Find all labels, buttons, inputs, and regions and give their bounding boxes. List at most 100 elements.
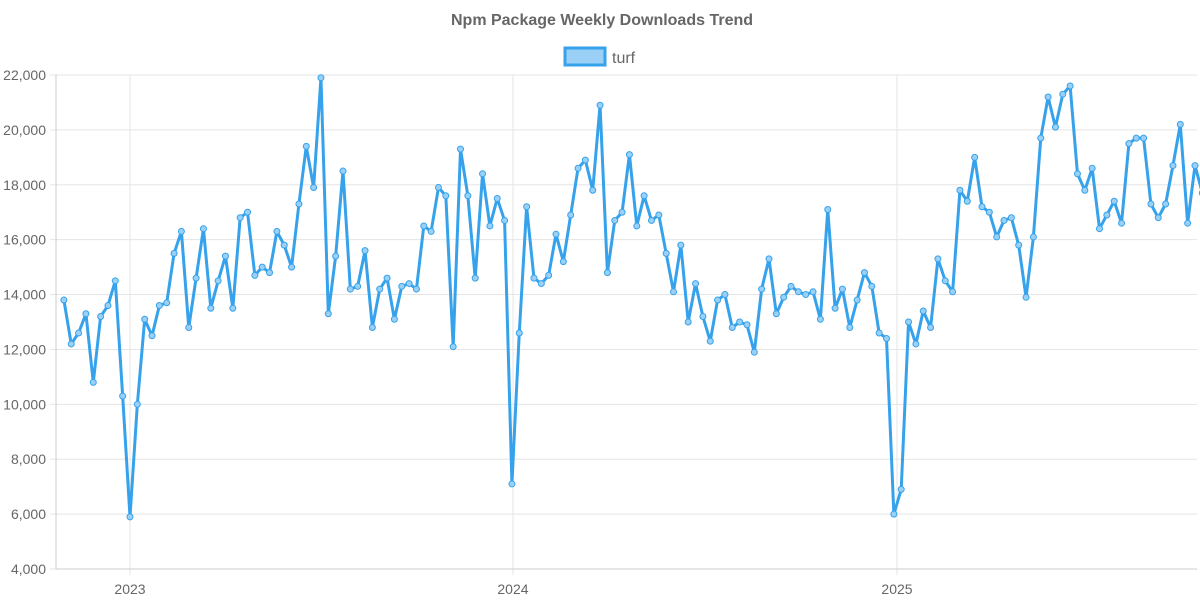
data-point[interactable] — [1103, 211, 1111, 219]
data-point[interactable] — [860, 269, 868, 277]
data-point[interactable] — [611, 216, 619, 224]
data-point[interactable] — [816, 315, 824, 323]
data-point[interactable] — [1051, 123, 1059, 131]
data-point[interactable] — [927, 323, 935, 331]
data-point[interactable] — [706, 337, 714, 345]
data-point[interactable] — [596, 101, 604, 109]
data-point[interactable] — [427, 227, 435, 235]
data-point[interactable] — [589, 186, 597, 194]
data-point[interactable] — [251, 271, 259, 279]
data-point[interactable] — [1096, 225, 1103, 233]
data-point[interactable] — [853, 296, 861, 304]
data-point[interactable] — [956, 186, 964, 194]
data-point[interactable] — [163, 299, 171, 307]
data-point[interactable] — [794, 288, 802, 296]
data-point[interactable] — [662, 249, 670, 257]
data-point[interactable] — [1110, 197, 1118, 205]
data-point[interactable] — [398, 282, 406, 290]
data-point[interactable] — [963, 197, 971, 205]
data-point[interactable] — [442, 192, 450, 200]
data-point[interactable] — [214, 277, 222, 285]
data-point[interactable] — [670, 288, 678, 296]
data-point[interactable] — [111, 277, 119, 285]
data-point[interactable] — [941, 277, 949, 285]
data-point[interactable] — [978, 203, 986, 211]
data-point[interactable] — [530, 274, 538, 282]
data-point[interactable] — [633, 222, 641, 230]
data-point[interactable] — [949, 288, 957, 296]
data-point[interactable] — [1066, 82, 1074, 90]
data-point[interactable] — [354, 282, 362, 290]
data-point[interactable] — [721, 291, 729, 299]
data-point[interactable] — [148, 332, 156, 340]
data-point[interactable] — [802, 291, 810, 299]
data-point[interactable] — [1176, 120, 1184, 128]
data-point[interactable] — [567, 211, 575, 219]
data-point[interactable] — [750, 348, 758, 356]
data-point[interactable] — [640, 192, 648, 200]
data-point[interactable] — [838, 285, 846, 293]
data-point[interactable] — [787, 282, 795, 290]
data-point[interactable] — [324, 310, 332, 318]
data-point[interactable] — [684, 318, 692, 326]
data-point[interactable] — [1088, 164, 1096, 172]
data-point[interactable] — [545, 271, 553, 279]
data-point[interactable] — [155, 302, 163, 310]
data-point[interactable] — [141, 315, 149, 323]
data-point[interactable] — [655, 211, 663, 219]
data-point[interactable] — [244, 208, 252, 216]
data-point[interactable] — [515, 329, 523, 337]
data-point[interactable] — [1162, 200, 1170, 208]
data-point[interactable] — [464, 192, 472, 200]
data-point[interactable] — [868, 282, 876, 290]
data-point[interactable] — [1132, 134, 1140, 142]
data-point[interactable] — [405, 280, 413, 288]
data-point[interactable] — [523, 203, 531, 211]
data-point[interactable] — [67, 340, 75, 348]
data-point[interactable] — [310, 184, 318, 192]
data-point[interactable] — [581, 156, 589, 164]
data-point[interactable] — [1147, 200, 1155, 208]
data-point[interactable] — [677, 241, 685, 249]
data-point[interactable] — [714, 296, 722, 304]
data-point[interactable] — [288, 263, 296, 271]
data-point[interactable] — [1169, 162, 1177, 170]
data-point[interactable] — [361, 247, 369, 255]
data-point[interactable] — [1081, 186, 1089, 194]
data-point[interactable] — [809, 288, 817, 296]
data-point[interactable] — [346, 285, 354, 293]
data-point[interactable] — [1059, 90, 1067, 98]
data-point[interactable] — [229, 304, 237, 312]
data-point[interactable] — [449, 343, 457, 351]
data-point[interactable] — [368, 323, 376, 331]
data-point[interactable] — [295, 200, 303, 208]
data-point[interactable] — [625, 151, 633, 159]
data-point[interactable] — [1022, 293, 1030, 301]
data-point[interactable] — [647, 216, 655, 224]
data-point[interactable] — [846, 323, 854, 331]
data-point[interactable] — [1184, 219, 1192, 227]
data-point[interactable] — [332, 252, 340, 260]
data-point[interactable] — [890, 510, 898, 518]
data-point[interactable] — [60, 296, 68, 304]
data-point[interactable] — [302, 142, 310, 150]
data-point[interactable] — [434, 184, 442, 192]
data-point[interactable] — [919, 307, 927, 315]
data-point[interactable] — [728, 323, 736, 331]
data-point[interactable] — [1000, 216, 1008, 224]
data-point[interactable] — [559, 258, 567, 266]
data-point[interactable] — [743, 321, 751, 329]
data-point[interactable] — [883, 334, 891, 342]
data-point[interactable] — [236, 214, 244, 222]
data-point[interactable] — [1037, 134, 1045, 142]
data-point[interactable] — [192, 274, 200, 282]
data-point[interactable] — [258, 263, 266, 271]
data-point[interactable] — [221, 252, 229, 260]
data-point[interactable] — [170, 249, 178, 257]
data-point[interactable] — [266, 269, 274, 277]
data-point[interactable] — [971, 153, 979, 161]
data-point[interactable] — [104, 302, 112, 310]
data-point[interactable] — [280, 241, 288, 249]
data-point[interactable] — [207, 304, 215, 312]
data-point[interactable] — [390, 315, 398, 323]
